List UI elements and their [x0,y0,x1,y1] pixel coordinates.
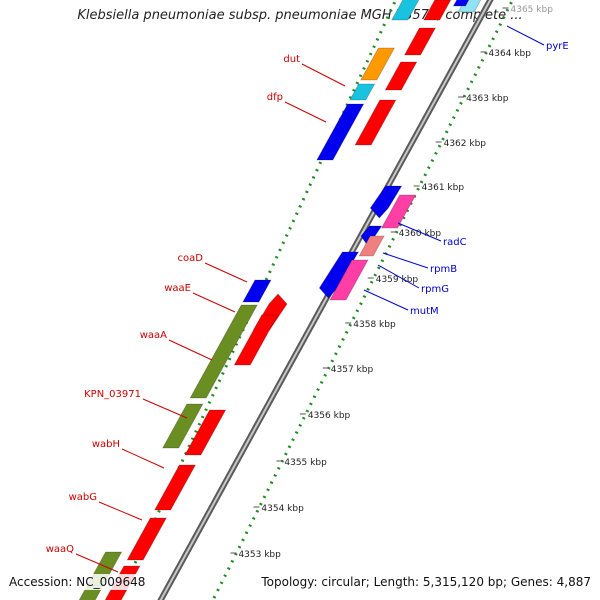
blue-gene-top[interactable] [452,0,474,7]
cyan-gene-2[interactable] [349,83,376,101]
gene-label-waae[interactable]: waaE [164,283,191,294]
blue-gene-coaD[interactable] [242,279,272,303]
gene-labels: dut dfp coaD waaE waaA KPN_03971 wabH wabG waaQ p… [46,25,569,573]
blue-gene-mutM[interactable] [318,251,360,299]
gene-label-dut[interactable]: dut [283,54,300,65]
gene-label-waaa[interactable]: waaA [140,330,167,341]
label-leader [506,25,545,46]
blue-gene-361[interactable] [369,185,403,219]
dotted-guide-inner [211,0,515,600]
tick-label: 4353 kbp [238,550,281,560]
red-gene-7[interactable] [184,409,227,456]
label-leader [121,448,165,469]
gene-label-waaq[interactable]: waaQ [46,544,74,555]
lightpink-gene-rpmG[interactable] [358,235,385,257]
gene-label-rpmg[interactable]: rpmG [421,284,449,295]
accession-label: Accession: NC_009648 [7,574,148,590]
blue-gene-dfp[interactable] [316,103,365,161]
gene-label-dfp[interactable]: dfp [267,92,283,103]
orange-gene[interactable] [360,47,396,81]
guide-lines [116,0,515,600]
cyan-gene-1[interactable] [391,0,422,21]
pink-gene-mutM[interactable] [329,259,369,301]
label-leader [397,222,442,242]
label-leader [168,339,213,361]
gene-label-rpmb[interactable]: rpmB [430,264,457,275]
tick-label: 4357 kbp [331,365,374,375]
label-leader [192,292,236,313]
gene-label-pyre[interactable]: pyrE [546,41,569,52]
red-gene-6[interactable] [233,314,279,366]
scale-ticks: 4365 kbp 4364 kbp 4363 kbp 4362 kbp 4361 kbp… [230,5,553,560]
label-leader [204,262,248,283]
label-leader [382,252,429,269]
tick-label: 4363 kbp [466,94,509,104]
label-leader [284,101,327,123]
red-gene-9[interactable] [126,517,167,561]
gene-label-radc[interactable]: radC [443,237,467,248]
label-leader [142,398,188,419]
tick-label: 4360 kbp [399,229,442,239]
tick-label: 4355 kbp [284,458,327,468]
label-leader [363,289,409,311]
red-gene-8[interactable] [153,464,197,511]
tick-label: 4354 kbp [261,504,304,514]
label-leader [75,553,119,573]
olive-gene-KPN[interactable] [162,403,204,449]
red-gene-2[interactable] [403,27,437,56]
tick-label: 4356 kbp [308,411,351,421]
red-gene-3[interactable] [384,61,418,91]
label-leader [377,264,420,289]
tick-label: 4364 kbp [489,49,532,59]
backbone [157,0,494,600]
tick-label: 4365 kbp [511,5,554,15]
red-gene-1[interactable] [423,0,452,21]
gene-label-wabh[interactable]: wabH [92,439,120,450]
red-gene-4[interactable] [354,99,397,146]
tick-label: 4361 kbp [422,183,465,193]
label-leader [98,501,143,521]
gene-label-coad[interactable]: coaD [178,253,204,264]
tick-label: 4358 kbp [353,320,396,330]
gene-label-mutm[interactable]: mutM [410,306,439,317]
genome-summary: Topology: circular; Length: 5,315,120 bp… [259,574,593,590]
olive-gene-waaE[interactable] [189,304,258,399]
gene-label-wabg[interactable]: wabG [69,492,97,503]
gene-label-kpn_03971[interactable]: KPN_03971 [84,389,141,400]
tick-label: 4359 kbp [376,275,419,285]
backbone-highlight [159,0,492,600]
pink-gene-radC[interactable] [380,194,417,229]
tick-label: 4362 kbp [444,139,487,149]
label-leader [301,63,346,87]
